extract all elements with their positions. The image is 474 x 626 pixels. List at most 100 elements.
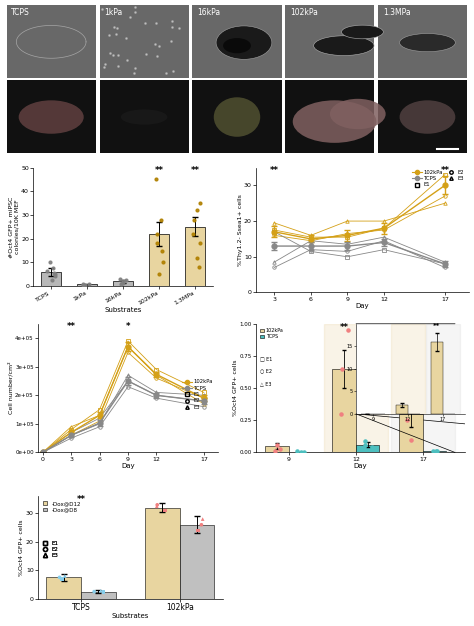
Bar — [378, 4, 467, 78]
Point — [153, 501, 161, 511]
Point — [344, 326, 352, 336]
Y-axis label: #Oct4 GFP+ miPSC
colonies/10K MEF: #Oct4 GFP+ miPSC colonies/10K MEF — [9, 196, 20, 257]
Ellipse shape — [216, 26, 272, 59]
Point — [407, 396, 414, 406]
Ellipse shape — [18, 100, 84, 134]
Point — [80, 280, 87, 290]
X-axis label: Substrates: Substrates — [112, 613, 149, 619]
Point — [44, 266, 51, 276]
Point — [115, 50, 122, 60]
Point — [49, 264, 57, 274]
Bar — [391, 324, 455, 453]
Point — [51, 270, 58, 280]
Circle shape — [314, 36, 374, 56]
X-axis label: Day: Day — [356, 303, 369, 309]
Circle shape — [341, 25, 383, 39]
Point — [162, 68, 169, 78]
Point — [143, 49, 150, 59]
Bar — [149, 234, 169, 286]
Y-axis label: %Thy1.2- Ssea1+ cells: %Thy1.2- Ssea1+ cells — [237, 194, 243, 266]
Ellipse shape — [293, 100, 376, 143]
Point — [109, 50, 117, 60]
Point — [132, 2, 139, 12]
Point — [85, 279, 93, 289]
Point — [100, 587, 107, 597]
Point — [58, 574, 66, 584]
Bar — [46, 577, 81, 598]
Point — [101, 59, 109, 69]
Ellipse shape — [330, 99, 386, 129]
Point — [48, 275, 56, 285]
Bar — [378, 80, 467, 153]
Point — [119, 278, 127, 288]
Text: △ E3: △ E3 — [260, 382, 272, 387]
Bar — [41, 272, 61, 286]
Bar — [7, 4, 96, 78]
Point — [189, 229, 197, 239]
Point — [403, 415, 411, 425]
Text: **: ** — [440, 166, 449, 175]
Text: 1kPa: 1kPa — [104, 8, 122, 17]
Bar — [400, 414, 423, 453]
Point — [196, 198, 203, 208]
Point — [153, 175, 160, 185]
Text: ○ E2: ○ E2 — [260, 369, 272, 374]
Text: 1.3MPa: 1.3MPa — [383, 8, 410, 17]
Point — [159, 257, 167, 267]
Text: **: ** — [67, 322, 75, 332]
Text: 16kPa: 16kPa — [197, 8, 220, 17]
Point — [199, 514, 207, 524]
Text: 102kPa: 102kPa — [290, 8, 318, 17]
Point — [113, 23, 121, 33]
Text: **: ** — [270, 166, 279, 175]
Circle shape — [400, 34, 456, 52]
Point — [126, 13, 133, 23]
Bar — [100, 80, 189, 153]
Point — [79, 279, 87, 289]
Point — [198, 520, 205, 530]
Bar — [285, 4, 374, 78]
Point — [91, 587, 98, 597]
Point — [141, 18, 149, 28]
Point — [131, 8, 139, 18]
Point — [100, 63, 108, 73]
Bar — [285, 80, 374, 153]
Legend: 102kPa, TCPS, E1, E2, E3: 102kPa, TCPS, E1, E2, E3 — [410, 168, 466, 190]
Point — [51, 269, 58, 279]
Point — [193, 205, 201, 215]
Point — [61, 571, 69, 581]
Text: **: ** — [340, 323, 349, 332]
Point — [123, 275, 130, 285]
Point — [155, 269, 163, 279]
Bar — [356, 444, 379, 453]
Ellipse shape — [214, 97, 260, 136]
Bar — [289, 452, 312, 453]
Text: **: ** — [155, 167, 164, 175]
Point — [117, 279, 125, 289]
Point — [153, 51, 161, 61]
Bar — [423, 451, 447, 453]
Point — [155, 41, 163, 51]
Point — [157, 215, 164, 225]
Point — [361, 439, 368, 449]
Point — [99, 4, 106, 14]
Point — [175, 23, 182, 33]
Point — [432, 446, 439, 456]
Point — [297, 447, 305, 457]
X-axis label: Substrates: Substrates — [105, 307, 142, 314]
Point — [429, 446, 437, 456]
Legend: 102kPa, TCPS: 102kPa, TCPS — [258, 326, 285, 341]
Point — [151, 39, 159, 49]
Point — [168, 16, 175, 26]
Text: **: ** — [76, 495, 85, 504]
Bar — [81, 592, 116, 598]
Point — [82, 280, 89, 290]
Point — [276, 444, 283, 454]
Point — [407, 434, 415, 444]
Bar — [100, 4, 189, 78]
Point — [273, 439, 281, 449]
Point — [131, 63, 139, 73]
Bar — [180, 525, 214, 598]
Bar — [332, 369, 356, 453]
Bar — [265, 446, 289, 453]
